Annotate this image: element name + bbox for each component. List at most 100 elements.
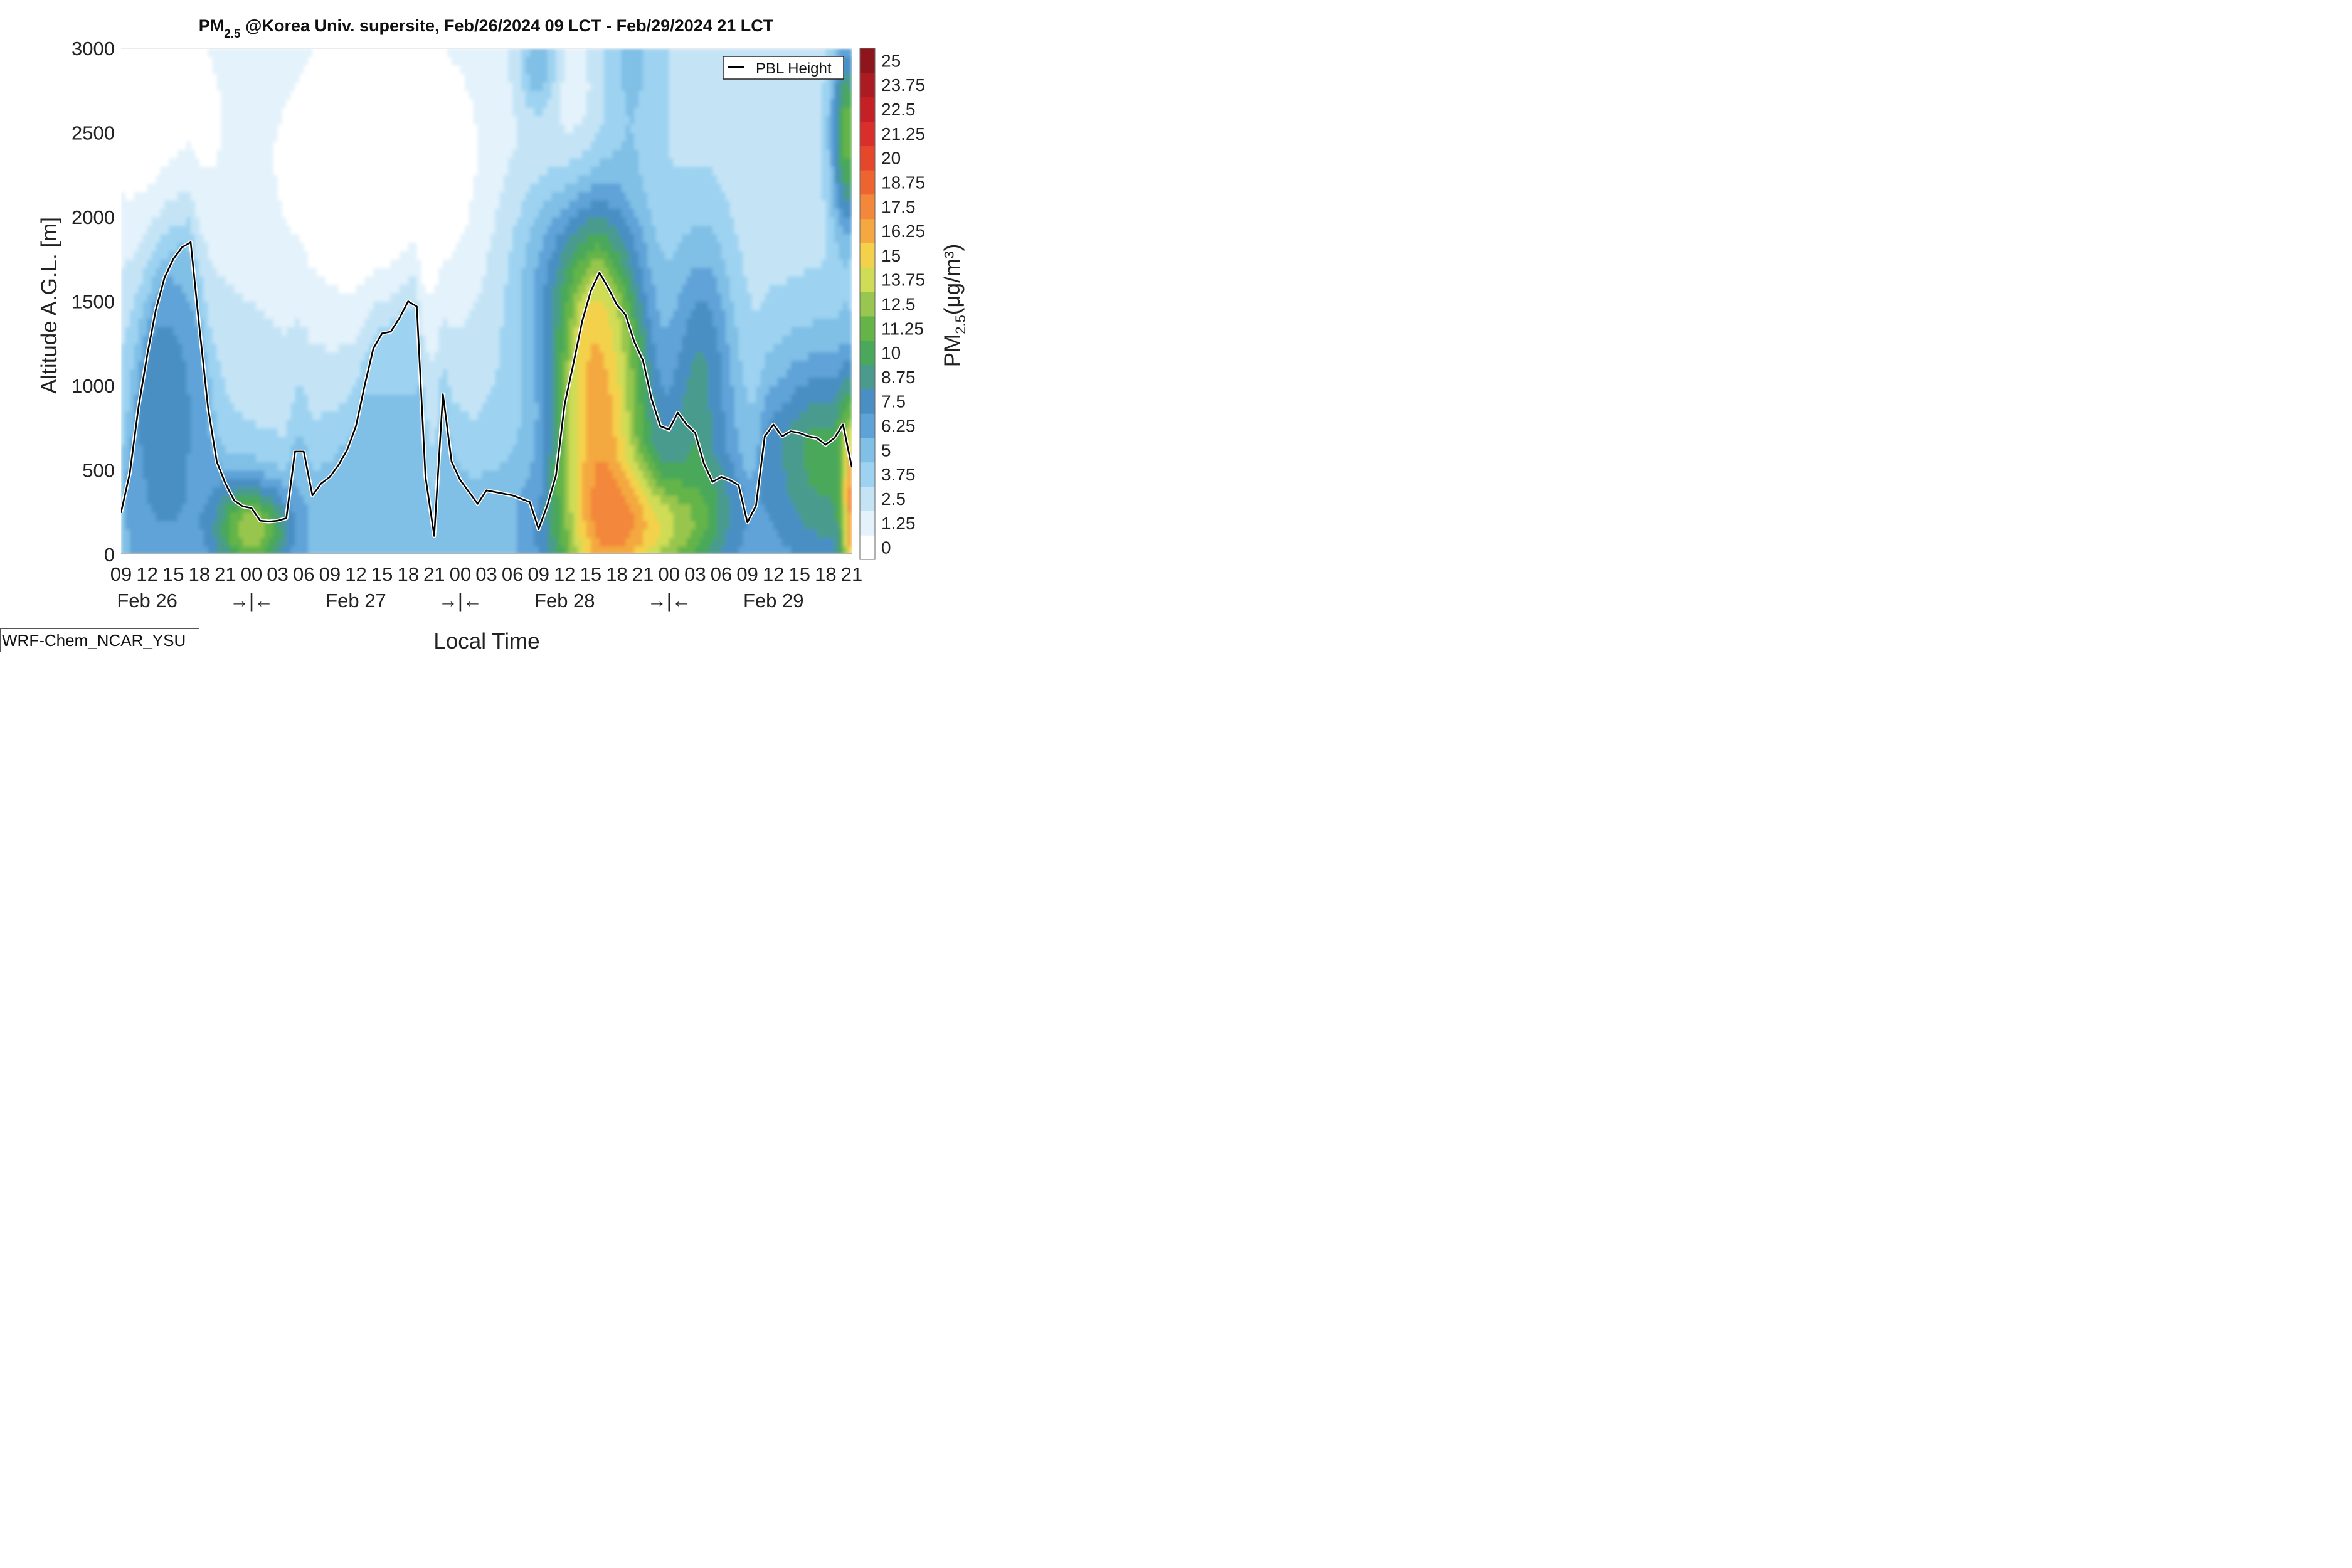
heatmap-cell [386, 386, 391, 395]
heatmap-cell [230, 132, 235, 142]
heatmap-cell [334, 428, 339, 437]
heatmap-cell [247, 157, 252, 167]
heatmap-cell [255, 343, 261, 352]
heatmap-cell [351, 394, 357, 403]
heatmap-cell [142, 65, 148, 74]
heatmap-cell [403, 318, 409, 327]
heatmap-cell [142, 56, 148, 66]
heatmap-cell [399, 183, 405, 193]
heatmap-cell [243, 495, 248, 504]
heatmap-cell [408, 259, 413, 268]
heatmap-cell [186, 352, 191, 361]
heatmap-cell [412, 293, 418, 302]
heatmap-cell [125, 419, 130, 428]
heatmap-cell [234, 107, 239, 117]
heatmap-cell [347, 140, 352, 150]
heatmap-cell [255, 140, 261, 150]
heatmap-cell [416, 386, 422, 395]
heatmap-cell [194, 208, 200, 218]
heatmap-cell [156, 445, 161, 454]
heatmap-cell [408, 293, 413, 302]
heatmap-cell [455, 293, 461, 302]
heatmap-cell [277, 487, 283, 496]
heatmap-cell [364, 521, 369, 530]
heatmap-cell [177, 233, 183, 243]
heatmap-cell [329, 208, 335, 218]
heatmap-cell [147, 377, 152, 386]
heatmap-cell [378, 445, 383, 454]
heatmap-cell [460, 225, 465, 235]
heatmap-cell [129, 98, 135, 108]
heatmap-cell [199, 174, 204, 184]
heatmap-cell [447, 529, 452, 538]
heatmap-cell [455, 56, 461, 66]
heatmap-cell [156, 436, 161, 445]
heatmap-cell [164, 200, 169, 209]
heatmap-cell [299, 546, 304, 554]
heatmap-cell [286, 276, 292, 285]
heatmap-cell [138, 377, 144, 386]
heatmap-cell [234, 233, 239, 243]
heatmap-cell [286, 386, 292, 395]
heatmap-cell [304, 132, 309, 142]
heatmap-cell [247, 183, 252, 193]
heatmap-cell [299, 98, 304, 108]
heatmap-cell [403, 98, 409, 108]
heatmap-cell [304, 242, 309, 252]
heatmap-cell [243, 115, 248, 125]
heatmap-cell [351, 326, 357, 336]
heatmap-cell [212, 478, 218, 487]
heatmap-cell [378, 200, 383, 209]
heatmap-cell [338, 48, 344, 58]
heatmap-cell [304, 115, 309, 125]
heatmap-cell [186, 402, 191, 411]
heatmap-cell [138, 183, 144, 193]
heatmap-cell [399, 149, 405, 159]
heatmap-cell [460, 233, 465, 243]
heatmap-cell [169, 478, 174, 487]
heatmap-cell [208, 309, 213, 319]
heatmap-cell [247, 309, 252, 319]
heatmap-cell [373, 157, 378, 167]
heatmap-cell [173, 335, 178, 344]
heatmap-cell [469, 242, 474, 252]
heatmap-cell [421, 56, 426, 66]
heatmap-cell [190, 487, 196, 496]
heatmap-cell [129, 124, 135, 134]
heatmap-cell [334, 157, 339, 167]
heatmap-cell [203, 56, 209, 66]
heatmap-cell [134, 82, 139, 91]
heatmap-cell [464, 326, 470, 336]
heatmap-cell [252, 453, 257, 462]
heatmap-cell [382, 386, 387, 395]
heatmap-cell [255, 65, 261, 74]
heatmap-cell [443, 217, 448, 226]
heatmap-cell [142, 453, 148, 462]
heatmap-cell [129, 402, 135, 411]
heatmap-cell [295, 352, 300, 361]
heatmap-cell [169, 293, 174, 302]
heatmap-cell [182, 504, 187, 513]
heatmap-cell [443, 352, 448, 361]
heatmap-cell [156, 208, 161, 218]
heatmap-cell [438, 377, 443, 386]
heatmap-cell [186, 174, 191, 184]
heatmap-cell [212, 115, 218, 125]
heatmap-cell [408, 462, 413, 471]
heatmap-cell [460, 360, 465, 369]
heatmap-cell [308, 107, 313, 117]
heatmap-cell [317, 157, 322, 167]
heatmap-cell [169, 225, 174, 235]
heatmap-cell [378, 166, 383, 176]
heatmap-cell [264, 107, 270, 117]
heatmap-cell [182, 343, 187, 352]
heatmap-cell [312, 402, 317, 411]
heatmap-cell [138, 200, 144, 209]
heatmap-cell [151, 512, 157, 521]
heatmap-cell [325, 309, 331, 319]
heatmap-cell [121, 529, 126, 538]
heatmap-cell [342, 487, 348, 496]
heatmap-cell [421, 98, 426, 108]
heatmap-cell [408, 377, 413, 386]
heatmap-cell [164, 73, 169, 83]
